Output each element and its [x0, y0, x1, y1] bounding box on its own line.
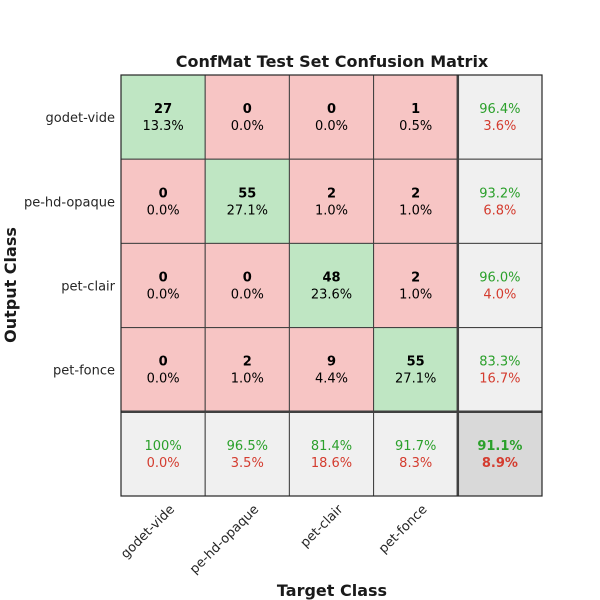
cell-percent: 4.4%	[315, 372, 348, 387]
matrix-cells: 27 13.3% 0 0.0% 0 0.0% 1 0.5% 96.4% 3.6% 0 0.0% 55 27…	[120, 74, 543, 497]
row-correct-rate: 83.3%	[479, 355, 520, 370]
cell-percent: 0.5%	[399, 119, 432, 134]
matrix-cell-0-4	[457, 74, 543, 160]
cell-percent: 27.1%	[227, 203, 268, 218]
col-correct-rate: 81.4%	[311, 439, 352, 454]
matrix-cell-2-4	[457, 242, 543, 329]
cell-percent: 1.0%	[315, 203, 348, 218]
cell-count: 0	[243, 102, 252, 117]
col-correct-rate: 100%	[145, 439, 182, 454]
cell-percent: 1.0%	[231, 372, 264, 387]
row-label: pet-fonce	[53, 364, 115, 379]
cell-percent: 0.0%	[147, 203, 180, 218]
col-error-rate: 8.3%	[399, 456, 432, 471]
cell-count: 9	[327, 355, 336, 370]
matrix-cell-1-2	[288, 158, 375, 244]
matrix-cell-4-2	[288, 411, 375, 497]
row-label: pet-clair	[61, 280, 115, 295]
cell-percent: 1.0%	[399, 288, 432, 303]
x-axis-label: Target Class	[277, 581, 387, 600]
matrix-cell-0-0	[120, 74, 206, 160]
cell-percent: 0.0%	[231, 288, 264, 303]
matrix-border	[120, 74, 543, 497]
row-correct-rate: 96.0%	[479, 271, 520, 286]
col-label: pe-hd-opaque	[187, 502, 262, 577]
overall-accuracy: 91.1%	[477, 439, 522, 454]
matrix-cell-2-3	[373, 242, 459, 329]
cell-percent: 27.1%	[395, 372, 436, 387]
matrix-cell-1-4	[457, 158, 543, 244]
col-correct-rate: 96.5%	[227, 439, 268, 454]
col-label: pet-clair	[298, 502, 347, 551]
cell-percent: 13.3%	[142, 119, 183, 134]
row-error-rate: 4.0%	[483, 288, 516, 303]
row-error-rate: 16.7%	[479, 372, 520, 387]
row-correct-rate: 96.4%	[479, 102, 520, 117]
matrix-cell-3-3	[373, 327, 459, 413]
matrix-cell-4-3	[373, 411, 459, 497]
matrix-cell-0-1	[204, 74, 290, 160]
col-error-rate: 18.6%	[311, 456, 352, 471]
cell-count: 0	[243, 271, 252, 286]
cell-percent: 1.0%	[399, 203, 432, 218]
matrix-cell-2-0	[120, 242, 206, 329]
matrix-cell-2-2	[288, 242, 375, 329]
matrix-cell-0-3	[373, 74, 459, 160]
cell-count: 0	[159, 355, 168, 370]
col-error-rate: 0.0%	[147, 456, 180, 471]
col-correct-rate: 91.7%	[395, 439, 436, 454]
row-label: pe-hd-opaque	[24, 195, 115, 210]
chart-title: ConfMat Test Set Confusion Matrix	[176, 52, 489, 71]
cell-count: 2	[327, 186, 336, 201]
matrix-cell-4-1	[204, 411, 290, 497]
cell-count: 0	[159, 271, 168, 286]
cell-percent: 0.0%	[147, 288, 180, 303]
overall-error: 8.9%	[482, 456, 518, 471]
matrix-cell-4-4	[457, 411, 543, 497]
row-correct-rate: 93.2%	[479, 186, 520, 201]
cell-count: 55	[407, 355, 425, 370]
cell-percent: 23.6%	[311, 288, 352, 303]
matrix-cell-2-1	[204, 242, 290, 329]
cell-percent: 0.0%	[315, 119, 348, 134]
row-error-rate: 3.6%	[483, 119, 516, 134]
cell-count: 0	[327, 102, 336, 117]
matrix-cell-3-1	[204, 327, 290, 413]
matrix-cell-1-0	[120, 158, 206, 244]
cell-count: 2	[411, 271, 420, 286]
y-axis-label: Output Class	[1, 227, 20, 343]
cell-count: 1	[411, 102, 420, 117]
cell-percent: 0.0%	[147, 372, 180, 387]
col-error-rate: 3.5%	[231, 456, 264, 471]
cell-count: 55	[238, 186, 256, 201]
row-error-rate: 6.8%	[483, 203, 516, 218]
cell-count: 27	[154, 102, 172, 117]
cell-count: 48	[322, 271, 340, 286]
cell-count: 0	[159, 186, 168, 201]
row-label: godet-vide	[46, 111, 115, 126]
cell-count: 2	[411, 186, 420, 201]
col-label: godet-vide	[118, 502, 178, 562]
col-label: pet-fonce	[376, 502, 430, 556]
cell-count: 2	[243, 355, 252, 370]
cell-percent: 0.0%	[231, 119, 264, 134]
matrix-cell-3-2	[288, 327, 375, 413]
